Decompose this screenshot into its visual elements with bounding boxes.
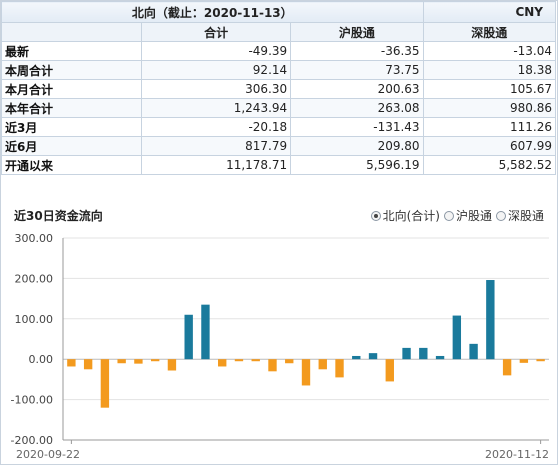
legend-option-shanghai[interactable]: 沪股通 — [443, 207, 492, 224]
bar-series — [67, 280, 545, 408]
radio-selected-icon[interactable] — [370, 210, 381, 221]
flow-bar-chart: -200.00 -100.00 0.00 100.00 200.00 300.00 202… — [11, 232, 549, 461]
table-row: 开通以来 11,178.71 5,596.19 5,582.52 — [1, 155, 557, 175]
legend-label: 沪股通 — [455, 209, 492, 223]
bar[interactable] — [536, 359, 545, 362]
cell-total: 306.30 — [140, 79, 292, 99]
bar[interactable] — [452, 315, 462, 360]
table-title-row: 北向（截止：2020-11-13） CNY — [1, 1, 557, 23]
bar[interactable] — [218, 359, 227, 367]
northbound-summary-table: 北向（截止：2020-11-13） CNY 合计 沪股通 深股通 最新 -49.… — [1, 1, 557, 175]
legend-option-north-total[interactable]: 北向(合计) — [370, 207, 440, 224]
bar[interactable] — [184, 314, 193, 360]
cell-total: 11,178.71 — [140, 155, 292, 175]
bar[interactable] — [435, 355, 445, 360]
cell-shanghai: 209.80 — [290, 136, 424, 156]
bar[interactable] — [502, 359, 512, 376]
bar[interactable] — [100, 359, 110, 408]
cell-shenzhen: -13.04 — [422, 41, 557, 61]
chart-grid — [63, 237, 549, 441]
y-tick-label: 300.00 — [15, 232, 54, 245]
y-tick-label: -200.00 — [11, 434, 53, 447]
x-axis: 2020-09-22 2020-11-12 — [16, 439, 549, 461]
bar[interactable] — [486, 280, 495, 360]
cell-shenzhen: 607.99 — [422, 136, 557, 156]
bar[interactable] — [134, 359, 143, 364]
table-row: 本月合计 306.30 200.63 105.67 — [1, 79, 557, 99]
table-row: 本周合计 92.14 73.75 18.38 — [1, 60, 557, 80]
bar[interactable] — [285, 359, 294, 364]
table-row: 近3月 -20.18 -131.43 111.26 — [1, 117, 557, 137]
row-label: 本周合计 — [1, 60, 142, 80]
row-label: 近3月 — [1, 117, 142, 137]
bar[interactable] — [150, 359, 160, 362]
currency-label: CNY — [422, 1, 557, 23]
cell-shanghai: -131.43 — [290, 117, 424, 137]
cell-total: 1,243.94 — [140, 98, 292, 118]
bar[interactable] — [368, 353, 378, 360]
row-label: 近6月 — [1, 136, 142, 156]
bar[interactable] — [251, 359, 260, 362]
legend-label: 北向(合计) — [382, 209, 440, 223]
table-row: 近6月 817.79 209.80 607.99 — [1, 136, 557, 156]
cell-shenzhen: 111.26 — [422, 117, 557, 137]
y-tick-label: 100.00 — [15, 313, 54, 326]
bar[interactable] — [318, 359, 327, 370]
chart-section-title: 近30日资金流向 — [14, 209, 103, 223]
y-tick-label: -100.00 — [11, 394, 53, 407]
series-selector: 北向(合计) 沪股通 深股通 — [370, 207, 544, 224]
table-row: 最新 -49.39 -36.35 -13.04 — [1, 41, 557, 61]
cell-total: -20.18 — [140, 117, 292, 137]
header-blank — [1, 22, 142, 42]
bar[interactable] — [268, 359, 277, 372]
y-tick-label: 0.00 — [29, 353, 54, 366]
legend-label: 深股通 — [507, 209, 544, 223]
bar[interactable] — [301, 359, 311, 386]
bar[interactable] — [83, 359, 93, 370]
row-label: 最新 — [1, 41, 142, 61]
cell-shenzhen: 5,582.52 — [422, 155, 557, 175]
bar[interactable] — [117, 359, 126, 364]
cell-shanghai: -36.35 — [290, 41, 424, 61]
column-header-shanghai: 沪股通 — [290, 22, 424, 42]
radio-unselected-icon[interactable] — [443, 210, 454, 221]
table-row: 本年合计 1,243.94 263.08 980.86 — [1, 98, 557, 118]
cell-shanghai: 200.63 — [290, 79, 424, 99]
bar[interactable] — [519, 359, 529, 363]
cell-total: 817.79 — [140, 136, 292, 156]
column-header-shenzhen: 深股通 — [422, 22, 557, 42]
bar[interactable] — [402, 347, 411, 360]
row-label: 本年合计 — [1, 98, 142, 118]
cell-total: -49.39 — [140, 41, 292, 61]
table-header-row: 合计 沪股通 深股通 — [1, 22, 557, 42]
bar[interactable] — [167, 359, 177, 371]
x-tick-label-end: 2020-11-12 — [485, 448, 549, 461]
row-label: 开通以来 — [1, 155, 142, 175]
y-axis: -200.00 -100.00 0.00 100.00 200.00 300.00 — [11, 232, 64, 447]
bar[interactable] — [352, 355, 361, 360]
bar[interactable] — [67, 359, 76, 367]
column-header-total: 合计 — [140, 22, 292, 42]
row-label: 本月合计 — [1, 79, 142, 99]
cell-shanghai: 73.75 — [290, 60, 424, 80]
x-tick-label-start: 2020-09-22 — [16, 448, 80, 461]
cell-total: 92.14 — [140, 60, 292, 80]
table-title: 北向（截止：2020-11-13） — [1, 1, 424, 23]
legend-option-shenzhen[interactable]: 深股通 — [495, 207, 544, 224]
y-tick-label: 200.00 — [15, 272, 54, 285]
cell-shanghai: 5,596.19 — [290, 155, 424, 175]
cell-shenzhen: 105.67 — [422, 79, 557, 99]
bar[interactable] — [201, 304, 210, 360]
bar[interactable] — [385, 359, 394, 382]
cell-shanghai: 263.08 — [290, 98, 424, 118]
cell-shenzhen: 980.86 — [422, 98, 557, 118]
cell-shenzhen: 18.38 — [422, 60, 557, 80]
bar[interactable] — [335, 359, 344, 378]
bar[interactable] — [469, 343, 478, 360]
radio-unselected-icon[interactable] — [495, 210, 506, 221]
bar[interactable] — [419, 347, 428, 360]
bar[interactable] — [234, 359, 244, 362]
